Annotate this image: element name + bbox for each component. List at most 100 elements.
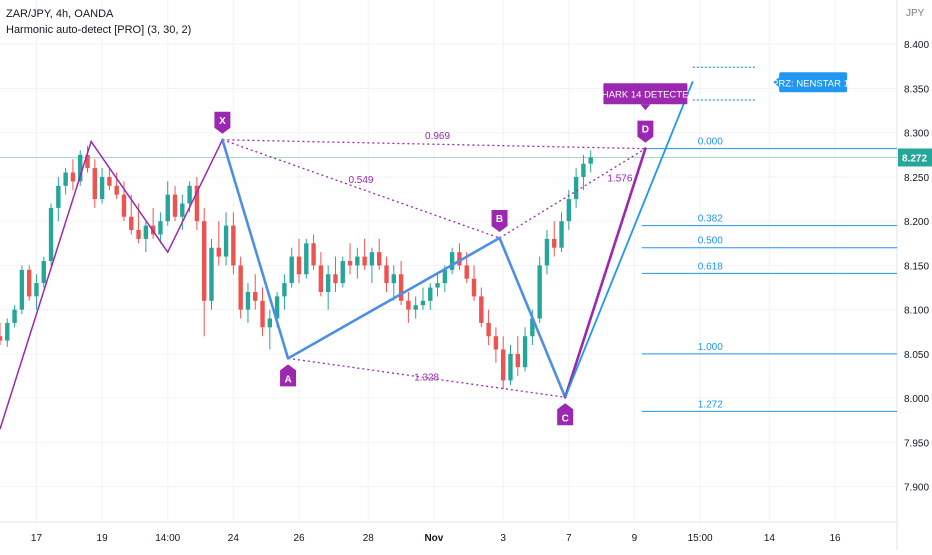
- candle: [238, 256, 243, 319]
- candle-body: [12, 309, 17, 323]
- point-marker-shape: [557, 403, 574, 426]
- candle: [471, 265, 477, 301]
- ratio-line: [287, 357, 566, 398]
- detected-label-bg: [603, 83, 688, 105]
- point-marker-label: D: [642, 125, 649, 136]
- candle-body: [391, 274, 397, 284]
- prz-zone: [692, 66, 755, 101]
- candle-body: [369, 252, 375, 266]
- candle: [398, 261, 404, 306]
- point-marker-shape: [280, 364, 297, 387]
- chart-legend: ZAR/JPY, 4h, OANDA Harmonic auto-detect …: [6, 6, 191, 38]
- candle-body: [522, 336, 528, 368]
- price-axis: JPY 8.400 8.350 8.300 8.250 8.200 8.150 8.100 8.…: [898, 8, 932, 494]
- candle: [347, 243, 353, 275]
- candle-body: [201, 221, 207, 301]
- candle: [70, 159, 76, 191]
- candle-body: [537, 265, 542, 319]
- pattern-leg: [221, 138, 290, 360]
- candle-body: [19, 269, 25, 310]
- candle: [449, 247, 455, 275]
- candle-body: [5, 322, 10, 341]
- candle: [201, 207, 207, 337]
- time-tick-label: 14:00: [155, 533, 180, 544]
- candle: [435, 274, 440, 297]
- candle-body: [530, 318, 535, 337]
- time-tick-label: Nov: [424, 533, 443, 544]
- ratio-lines: [222, 139, 646, 398]
- candle-body: [260, 300, 265, 328]
- currency-label: JPY: [906, 8, 925, 19]
- candle: [515, 336, 520, 377]
- fib-label: 1.272: [698, 399, 723, 410]
- candle-body: [41, 261, 46, 284]
- candle-body: [92, 168, 98, 200]
- candle: [573, 168, 579, 208]
- symbol-title[interactable]: ZAR/JPY, 4h, OANDA: [6, 8, 114, 20]
- candle: [479, 287, 484, 328]
- candle: [457, 243, 462, 270]
- candle: [63, 168, 68, 195]
- candle: [428, 283, 433, 310]
- candle-body: [413, 305, 418, 310]
- price-tick-label: 8.150: [904, 261, 929, 272]
- candle: [362, 238, 367, 270]
- candle: [216, 221, 221, 266]
- candle: [289, 247, 294, 288]
- candle: [508, 345, 513, 385]
- candle-body: [238, 265, 243, 310]
- candle: [559, 212, 564, 253]
- price-tick-label: 8.350: [904, 84, 929, 95]
- point-marker-a: A: [280, 364, 297, 387]
- fib-label: 1.000: [698, 342, 723, 353]
- candle-body: [48, 207, 54, 261]
- indicator-title[interactable]: Harmonic auto-detect [PRO] (3, 30, 2): [6, 24, 192, 36]
- candle-body: [136, 230, 141, 239]
- candle: [282, 274, 287, 310]
- price-tick-label: 8.200: [904, 217, 929, 228]
- ratio-label: 0.549: [348, 175, 373, 186]
- candle: [92, 159, 98, 208]
- candle: [209, 238, 214, 310]
- candle: [180, 194, 185, 231]
- candle-body: [544, 238, 550, 266]
- candle-body: [85, 154, 90, 169]
- point-marker-x: X: [214, 111, 231, 134]
- candle-body: [442, 269, 448, 284]
- candle: [406, 291, 411, 323]
- candle-body: [165, 194, 170, 222]
- candle: [311, 234, 316, 270]
- candle-body: [486, 322, 491, 337]
- time-tick-label: 24: [228, 533, 240, 544]
- candle: [391, 265, 397, 301]
- time-tick-label: 9: [632, 533, 638, 544]
- candle: [500, 336, 506, 390]
- candle-body: [347, 261, 353, 266]
- point-marker-c: C: [557, 403, 574, 426]
- fib-label: 0.500: [698, 236, 723, 247]
- candle: [78, 150, 83, 186]
- fib-label: 0.382: [698, 214, 723, 225]
- candle: [19, 265, 25, 315]
- candle: [172, 185, 178, 222]
- candle-body: [457, 252, 462, 266]
- price-tick-label: 8.250: [904, 173, 929, 184]
- candle: [325, 265, 331, 310]
- ratio-label: 1.576: [607, 173, 632, 184]
- candle: [486, 309, 491, 346]
- candle-body: [325, 274, 331, 292]
- time-axis: 17 19 14:00 24 26 28 Nov 3 7 9 15:00 14 16: [31, 533, 841, 544]
- price-tick-label: 7.900: [904, 483, 929, 494]
- candle: [566, 190, 572, 231]
- candle: [158, 212, 163, 244]
- candle-body: [581, 163, 586, 177]
- candle-body: [56, 185, 61, 208]
- candle-body: [559, 221, 564, 248]
- pattern-leg: [286, 236, 501, 360]
- candle: [85, 145, 90, 173]
- candle: [26, 265, 32, 301]
- candle-body: [573, 176, 579, 200]
- candle: [413, 296, 418, 319]
